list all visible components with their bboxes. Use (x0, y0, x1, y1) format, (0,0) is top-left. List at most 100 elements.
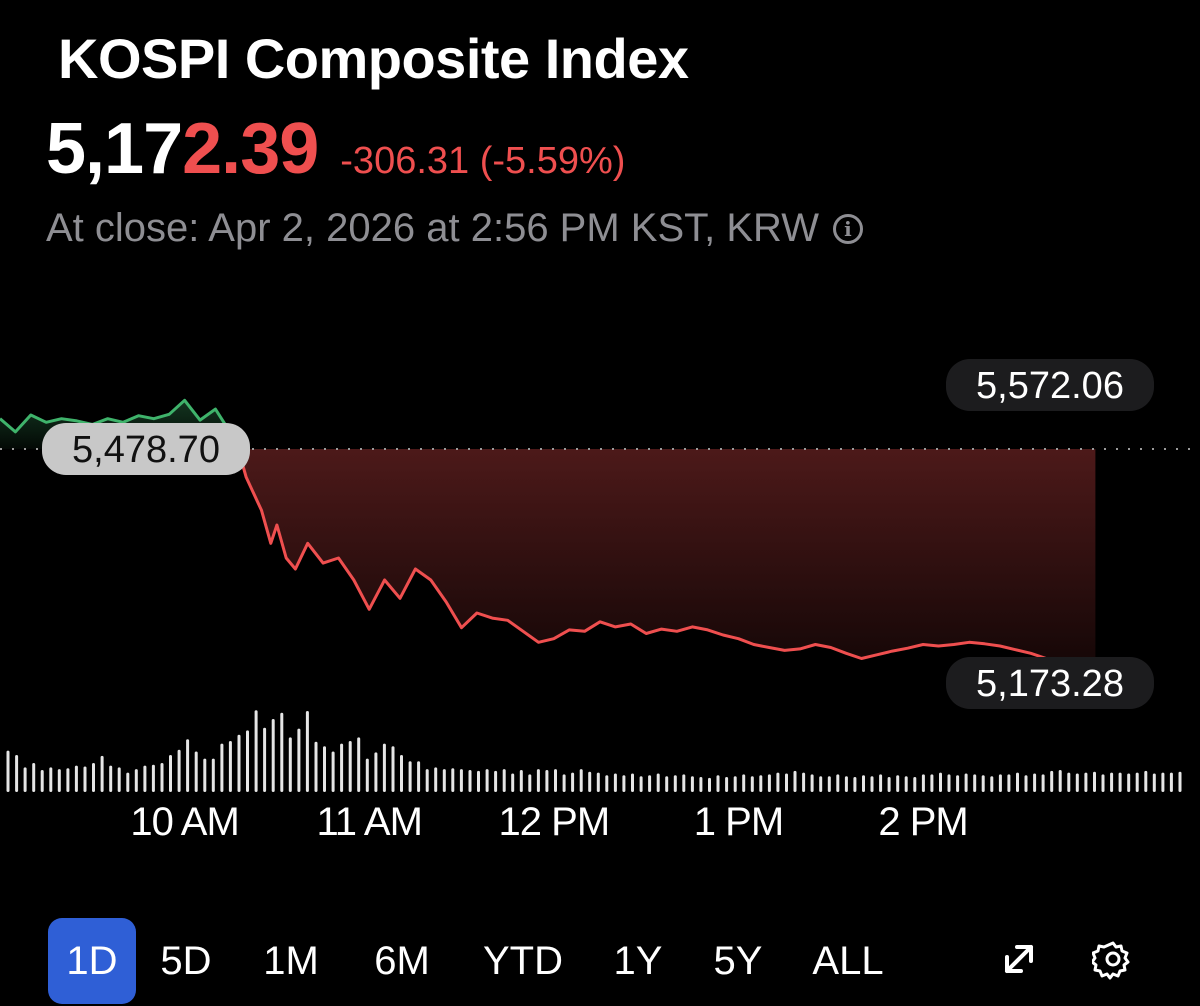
volume-bar (1058, 770, 1062, 792)
volume-bar (459, 769, 463, 792)
volume-bar (434, 767, 438, 792)
volume-bar (1178, 771, 1182, 792)
volume-bar (673, 775, 677, 792)
volume-bar (271, 719, 275, 792)
x-tick-label: 10 AM (130, 800, 239, 844)
range-1m-button[interactable]: 1M (263, 938, 319, 983)
volume-bar (40, 770, 44, 792)
range-6m-button[interactable]: 6M (374, 938, 430, 983)
x-tick-label: 12 PM (498, 800, 611, 844)
volume-bar (579, 769, 583, 792)
volume-bar (15, 755, 19, 792)
volume-bar (254, 710, 258, 792)
volume-bar (973, 774, 977, 792)
volume-bar (57, 769, 61, 792)
expand-arrows-icon[interactable] (996, 936, 1042, 982)
volume-bar (391, 746, 395, 792)
volume-bar (237, 734, 241, 792)
volume-bar (382, 743, 386, 792)
volume-bar (827, 776, 831, 792)
volume-bar (1152, 773, 1156, 792)
volume-bar (656, 773, 660, 792)
volume-bar (211, 758, 215, 792)
volume-bar (622, 775, 626, 792)
previous-close-pill-text: 5,478.70 (72, 429, 220, 471)
volume-bar (562, 774, 566, 792)
price-change: -306.31 (-5.59%) (340, 140, 626, 182)
volume-bar (23, 767, 27, 792)
volume-bar (921, 774, 925, 792)
volume-bars (6, 710, 1182, 792)
volume-bar (1169, 772, 1173, 792)
volume-bar (716, 775, 720, 792)
close-info-line: At close: Apr 2, 2026 at 2:56 PM KST, KR… (46, 206, 863, 251)
volume-bar (117, 767, 121, 792)
volume-bar (708, 777, 711, 792)
volume-bar (536, 769, 540, 792)
volume-bar (862, 775, 865, 792)
volume-bar (913, 777, 917, 792)
gear-icon[interactable] (1090, 936, 1136, 982)
volume-bar (451, 768, 455, 792)
volume-bar (151, 764, 155, 792)
low-price-pill-text: 5,173.28 (976, 663, 1124, 705)
high-price-pill-bg (946, 359, 1154, 411)
range-5d-button[interactable]: 5D (160, 938, 212, 983)
volume-bar (502, 769, 506, 792)
volume-bar (477, 770, 480, 792)
price-chart[interactable]: 5,572.06 5,478.70 5,173.28 (0, 340, 1200, 800)
volume-bar (896, 775, 900, 792)
range-5y-button[interactable]: 5Y (713, 938, 763, 983)
volume-bar (887, 777, 891, 792)
page-title: KOSPI Composite Index (58, 27, 689, 90)
price-tail: 2.39 (182, 109, 319, 189)
volume-bar (785, 773, 788, 792)
volume-bar (699, 777, 703, 792)
x-axis-labels: 10 AM 11 AM 12 PM 1 PM 2 PM (0, 800, 1200, 850)
volume-bar (1050, 770, 1054, 792)
volume-bar (74, 765, 78, 792)
info-circle-icon[interactable]: i (832, 213, 863, 244)
volume-bar (297, 728, 301, 792)
volume-bar (246, 730, 249, 792)
volume-bar (109, 765, 113, 792)
volume-bar (759, 775, 763, 792)
volume-bar (836, 774, 840, 792)
volume-bar (665, 776, 669, 792)
volume-bar (169, 755, 172, 792)
close-info-text: At close: Apr 2, 2026 at 2:56 PM KST, KR… (46, 206, 819, 250)
high-price-pill: 5,572.06 (946, 359, 1154, 411)
volume-bar (750, 776, 754, 792)
x-tick-label: 11 AM (316, 800, 423, 844)
range-1y-button[interactable]: 1Y (613, 938, 663, 983)
volume-bar (964, 773, 968, 792)
range-ytd-button[interactable]: YTD (483, 938, 563, 983)
volume-bar (305, 711, 309, 792)
volume-bar (220, 743, 224, 792)
volume-bar (1075, 773, 1079, 792)
volume-bar (1067, 772, 1071, 792)
volume-bar (126, 772, 130, 792)
price-line-up (0, 398, 239, 450)
volume-bar (280, 712, 284, 792)
price-main: 5,17 (46, 109, 183, 189)
volume-bar (930, 774, 934, 792)
price-row: 5,172.39 -306.31 (-5.59%) (46, 108, 625, 190)
volume-bar (1093, 771, 1096, 792)
volume-bar (203, 758, 207, 792)
volume-bar (468, 770, 472, 792)
low-price-pill: 5,173.28 (946, 657, 1154, 709)
range-all-button[interactable]: ALL (812, 938, 884, 983)
x-tick-label: 1 PM (693, 800, 784, 844)
volume-bar (177, 749, 181, 792)
volume-bar (733, 776, 737, 792)
low-price-pill-bg (946, 657, 1154, 709)
volume-bar (1016, 772, 1019, 792)
volume-bar (990, 776, 994, 792)
range-selector: 1D 5D 1M 6M YTD 1Y 5Y ALL (48, 918, 908, 1004)
volume-bar (485, 769, 489, 792)
volume-bar (605, 775, 609, 792)
high-price-pill-text: 5,572.06 (976, 365, 1124, 407)
range-1d-button[interactable]: 1D (48, 918, 136, 1004)
volume-bar (690, 776, 694, 792)
